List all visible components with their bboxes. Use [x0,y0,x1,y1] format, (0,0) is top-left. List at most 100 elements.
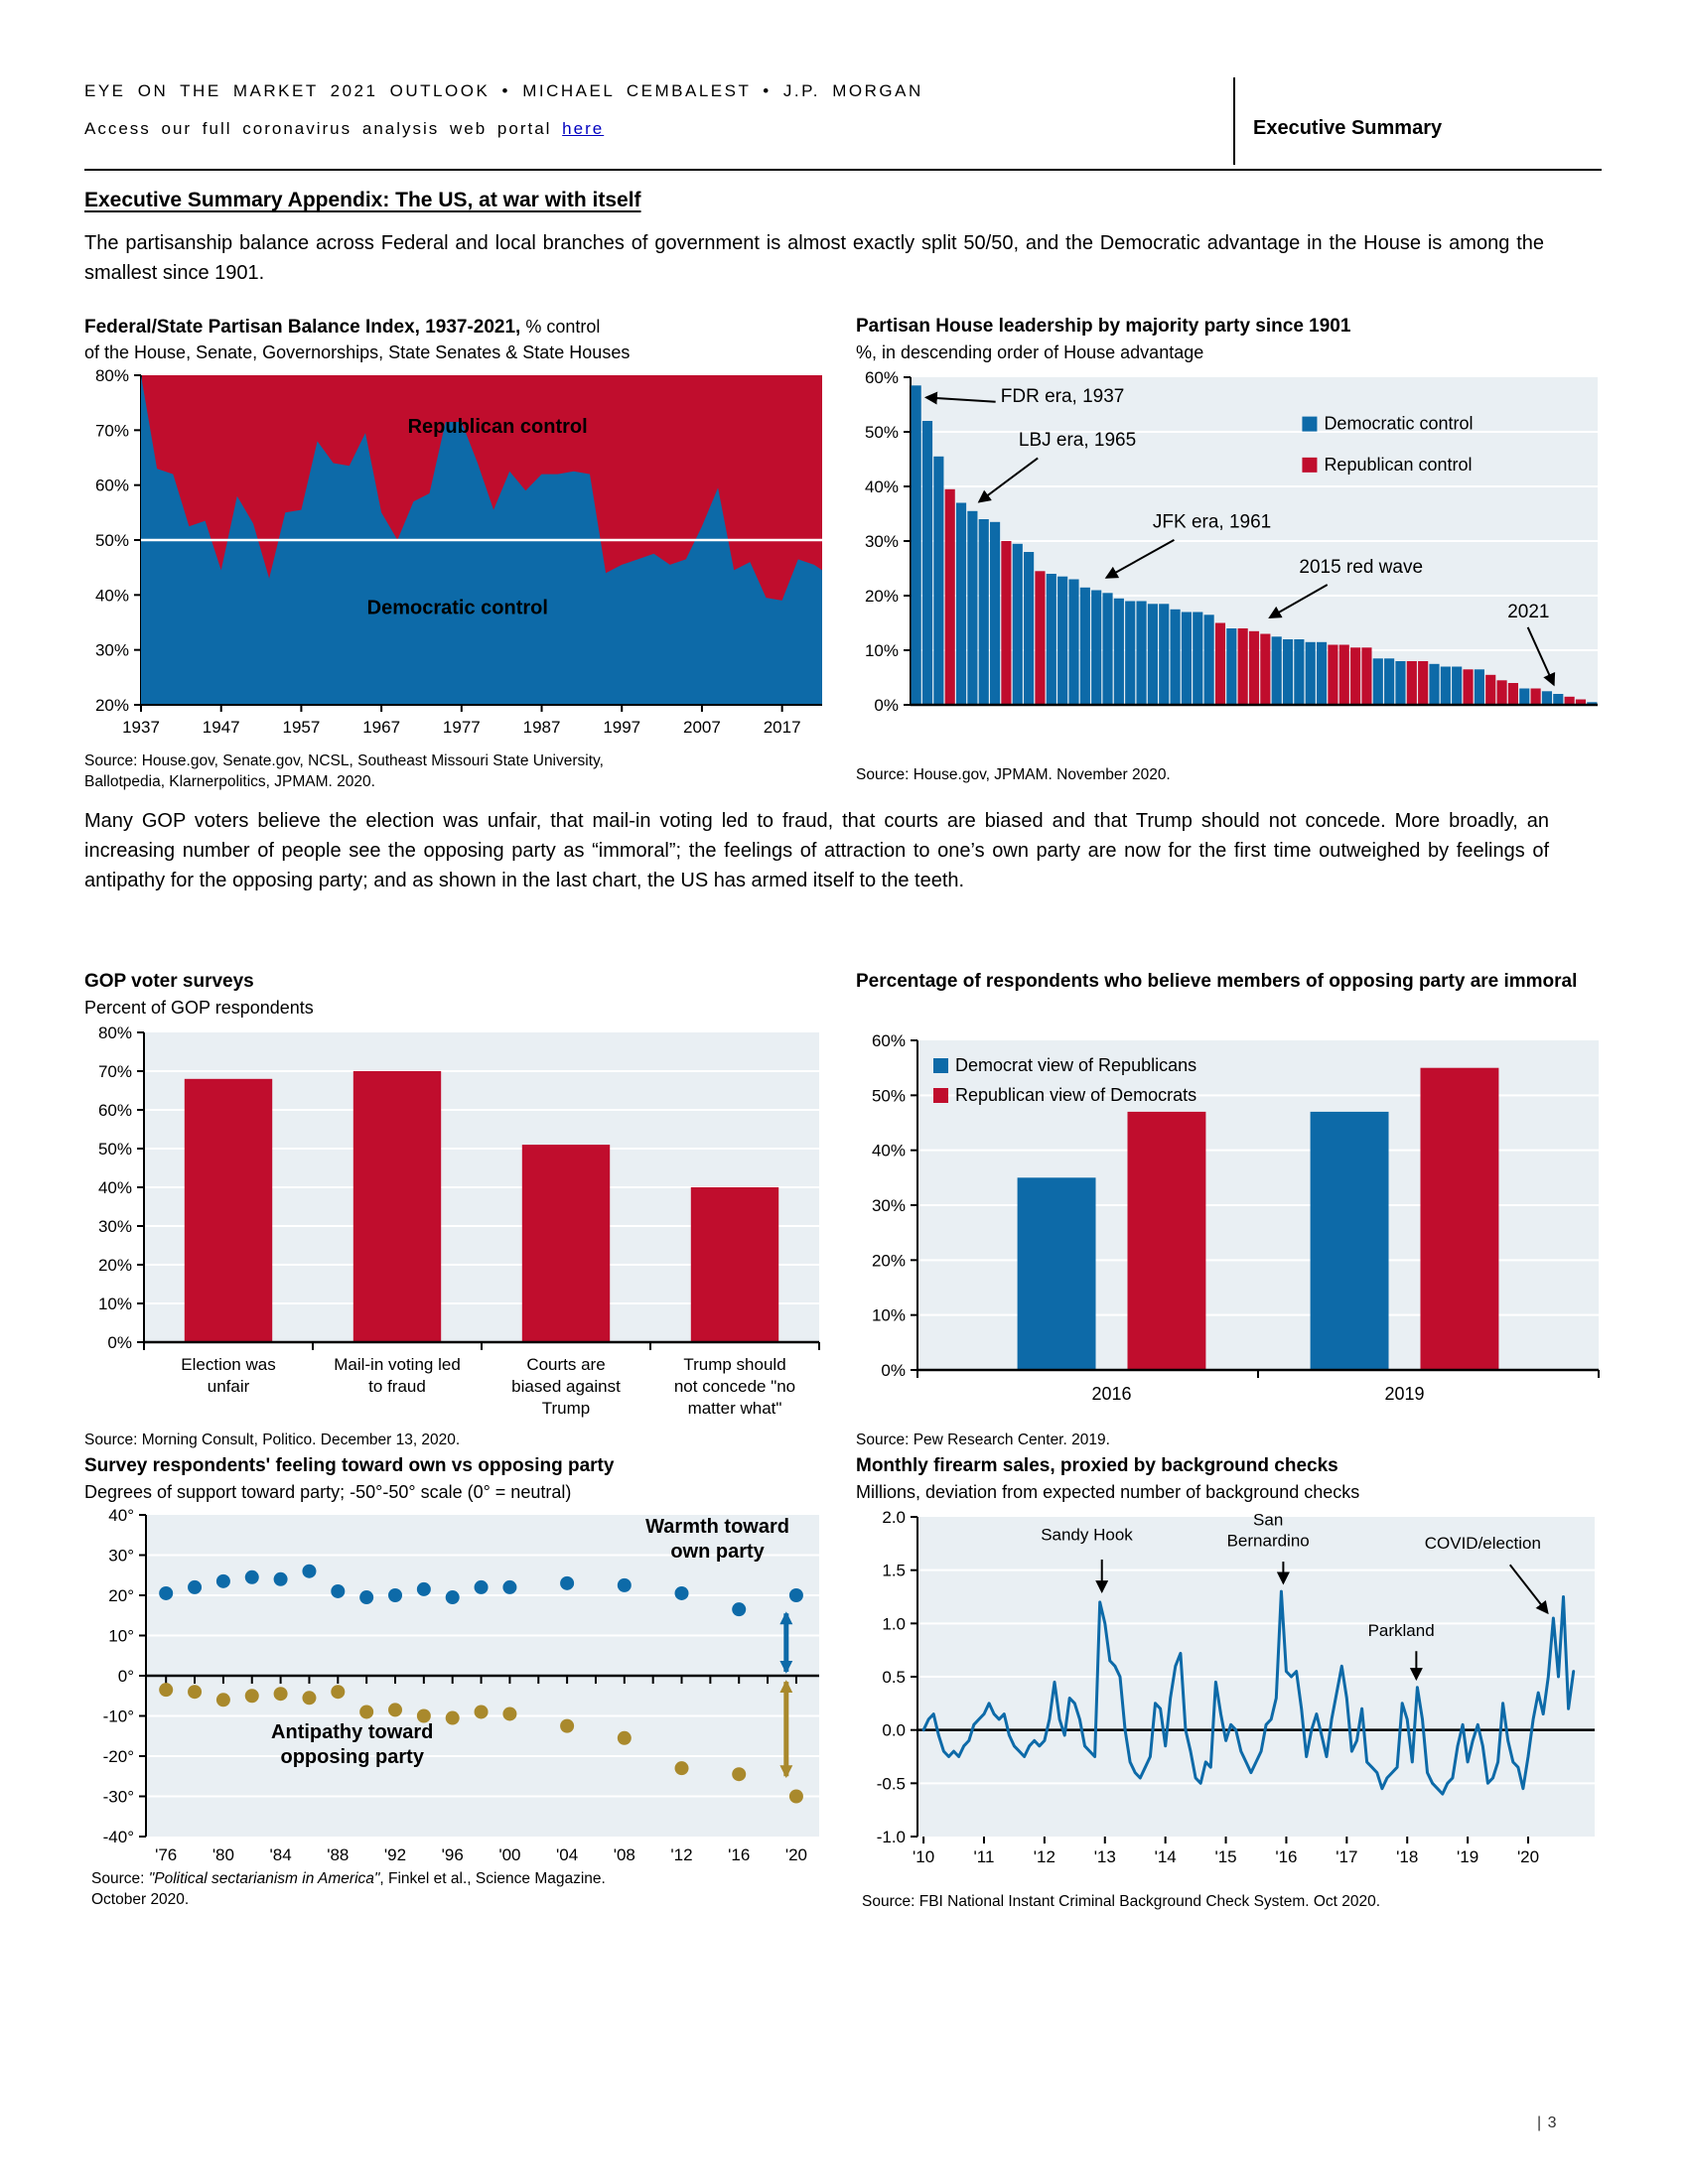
area-series: Republican control Democratic control 1937… [122,375,822,737]
svg-text:2007: 2007 [683,718,721,737]
svg-text:Democrat view of Republicans: Democrat view of Republicans [955,1055,1196,1075]
page-number: | 3 [1537,2115,1558,2131]
svg-text:1967: 1967 [362,718,400,737]
svg-text:50%: 50% [872,1086,906,1105]
svg-text:30%: 30% [872,1196,906,1215]
svg-text:Republican control: Republican control [408,416,588,438]
svg-text:10°: 10° [108,1627,134,1646]
svg-text:Democratic control: Democratic control [367,598,548,619]
intro-paragraph: The partisanship balance across Federal … [84,232,1544,284]
annotations: FDR era, 1937 LBJ era, 1965 JFK era, 1961 2… [923,386,1556,687]
svg-text:70%: 70% [98,1062,132,1081]
middle-paragraph: Many GOP voters believe the election was… [84,810,1549,891]
svg-text:Election was: Election was [181,1355,275,1374]
svg-text:2016: 2016 [1091,1384,1131,1404]
svg-text:-40°: -40° [103,1828,134,1846]
chart-subtitle-partisan-balance: of the House, Senate, Governorships, Sta… [84,342,631,362]
source-partisan-balance: Source: House.gov, Senate.gov, NCSL, Sou… [84,751,720,792]
firearms-chart: -1.0-0.50.00.51.01.52.0'10'11'12'13'14'1… [877,1509,1595,1862]
bar-series [911,385,1598,707]
svg-text:50%: 50% [95,531,129,550]
svg-text:1.5: 1.5 [882,1562,906,1580]
svg-text:'04: '04 [556,1845,578,1862]
chart-subtitle-gop-surveys: Percent of GOP respondents [84,998,314,1018]
chart-title-partisan-balance: Federal/State Partisan Balance Index, 19… [84,314,829,341]
bar-series: 2016 2019 [916,1067,1600,1404]
svg-text:to fraud: to fraud [368,1377,426,1396]
svg-text:2.0: 2.0 [882,1509,906,1527]
svg-text:'12: '12 [670,1845,692,1862]
svg-text:'92: '92 [384,1845,406,1862]
svg-text:20%: 20% [98,1256,132,1275]
svg-text:JFK era, 1961: JFK era, 1961 [1153,511,1271,532]
svg-text:FDR era, 1937: FDR era, 1937 [1001,386,1125,407]
svg-text:'17: '17 [1336,1847,1357,1862]
svg-text:not concede "no: not concede "no [674,1377,795,1396]
svg-text:1.0: 1.0 [882,1614,906,1633]
svg-text:40%: 40% [95,586,129,605]
svg-text:-10°: -10° [103,1707,134,1726]
svg-text:80%: 80% [95,369,129,385]
svg-text:0.5: 0.5 [882,1668,906,1687]
svg-text:'14: '14 [1155,1847,1177,1862]
svg-text:-20°: -20° [103,1747,134,1766]
svg-text:2017: 2017 [764,718,801,737]
svg-text:Trump: Trump [542,1399,591,1418]
header-subtitle: Access our full coronavirus analysis web… [84,119,604,139]
immoral-chart: 0% 10% 20% 30% 40% 50% 60% 2016 2019 Democrat vie… [872,1032,1600,1404]
svg-text:'16: '16 [1275,1847,1297,1862]
series-labels: Warmth toward own party Antipathy toward op… [271,1516,793,1779]
svg-text:'16: '16 [728,1845,750,1862]
svg-text:20°: 20° [108,1586,134,1605]
chart-title-gop-surveys: GOP voter surveys [84,971,254,992]
svg-text:20%: 20% [95,696,129,715]
svg-text:40°: 40° [108,1509,134,1525]
svg-text:20%: 20% [872,1251,906,1270]
svg-text:40%: 40% [865,478,899,496]
svg-text:30%: 30% [865,532,899,551]
svg-text:Bernardino: Bernardino [1227,1532,1310,1551]
svg-text:60%: 60% [865,369,899,387]
svg-text:30°: 30° [108,1547,134,1566]
svg-text:Trump should: Trump should [683,1355,785,1374]
svg-text:20%: 20% [865,587,899,606]
scatter-series: '76 '80 '84 '88 '92 '96 '00 '04 '08 '12 '16 '20 [146,1564,819,1862]
svg-text:'20: '20 [1517,1847,1539,1862]
coronavirus-portal-link[interactable]: here [562,119,605,138]
svg-text:own party: own party [670,1541,765,1563]
svg-text:0.0: 0.0 [882,1721,906,1740]
chart-title-normal: % control [520,317,601,337]
plot-frame: -1.0 -0.5 0.0 0.5 1.0 1.5 2.0 [877,1509,1595,1846]
svg-text:'12: '12 [1034,1847,1055,1862]
svg-text:Mail-in voting led: Mail-in voting led [334,1355,461,1374]
svg-text:biased against: biased against [511,1377,621,1396]
annotations: Sandy Hook San Bernardino Parkland COVID/ele… [1041,1511,1549,1682]
svg-text:Sandy Hook: Sandy Hook [1041,1526,1133,1545]
svg-text:0°: 0° [118,1667,134,1686]
chart-subtitle-house-leadership: %, in descending order of House advantag… [856,342,1204,362]
svg-text:'19: '19 [1457,1847,1478,1862]
svg-text:'96: '96 [442,1845,464,1862]
svg-text:'18: '18 [1396,1847,1418,1862]
page-title: Executive Summary Appendix: The US, at w… [84,189,641,211]
section-label: Executive Summary [1253,117,1443,139]
svg-text:30%: 30% [98,1217,132,1236]
feelings-chart: -40°-30°-20°-10°0°10°20°30°40°'76'80'84 '… [103,1509,819,1862]
category-labels: Election was unfair Mail-in voting led to f… [181,1355,795,1418]
svg-text:San: San [1253,1511,1283,1530]
svg-text:-1.0: -1.0 [877,1828,906,1846]
svg-text:10%: 10% [872,1306,906,1325]
svg-text:'15: '15 [1214,1847,1236,1862]
svg-text:'84: '84 [270,1845,292,1862]
svg-text:Republican control: Republican control [1324,455,1472,475]
svg-text:50%: 50% [865,423,899,442]
svg-text:1977: 1977 [443,718,481,737]
header-subtitle-text: Access our full coronavirus analysis web… [84,119,563,138]
legend: Democrat view of Republicans Republican v… [933,1055,1196,1105]
source-line: Source: House.gov, Senate.gov, NCSL, Sou… [84,752,604,769]
svg-text:2015 red wave: 2015 red wave [1299,557,1423,578]
svg-text:'10: '10 [913,1847,934,1862]
svg-text:30%: 30% [95,641,129,660]
svg-text:'00: '00 [498,1845,520,1862]
